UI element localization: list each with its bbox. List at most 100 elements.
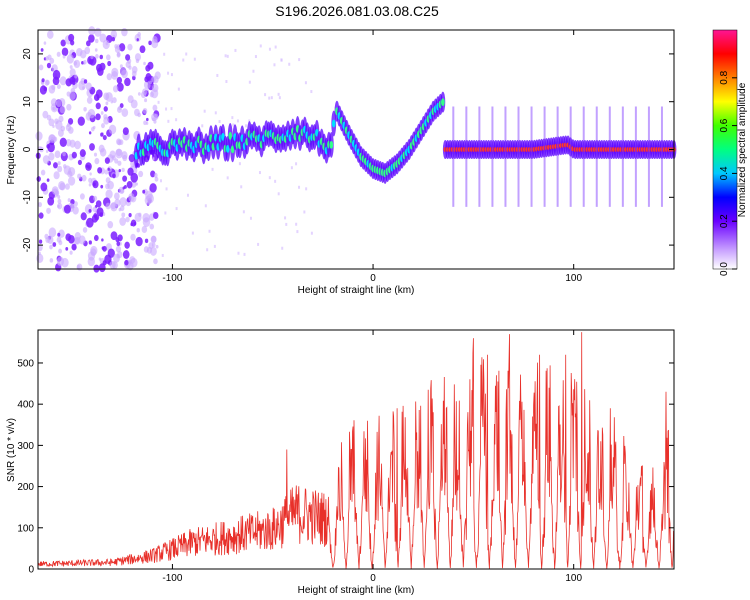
spectrogram-noise-point — [268, 47, 271, 51]
spectrogram-noise-point — [43, 86, 48, 92]
spectrogram-noise-point — [277, 192, 280, 196]
spectrogram-noise-point — [214, 111, 217, 115]
spectrogram-noise-point — [130, 172, 138, 183]
spectrogram-noise-point — [116, 76, 123, 84]
spectrogram-noise-point — [85, 82, 92, 91]
spectrogram-noise-point — [49, 57, 55, 64]
spectrogram-noise-point — [92, 180, 99, 189]
spectrogram-noise-point — [41, 78, 45, 83]
spectrogram-noise-point — [38, 239, 43, 244]
spectrogram-noise-point — [201, 124, 204, 128]
spectrogram-noise-point — [52, 242, 57, 247]
spectrogram-noise-point — [87, 108, 96, 119]
snr-marks — [37, 332, 675, 570]
spectrogram-noise-point — [66, 123, 70, 128]
spectrogram-noise-point — [62, 151, 66, 157]
spectrogram-noise-point — [40, 48, 44, 52]
spectrogram-noise-point — [154, 87, 157, 91]
spectrogram-noise-point — [105, 101, 109, 106]
spectrogram-noise-point — [122, 154, 128, 162]
spectrogram-noise-point — [40, 182, 48, 192]
spectrogram-noise-point — [43, 41, 47, 45]
spectrogram-noise-point — [167, 71, 170, 75]
spectrogram-noise-point — [118, 43, 126, 52]
snr-ytick-label: 0 — [28, 565, 34, 576]
spectrogram-noise-point — [94, 157, 100, 165]
spectrogram-noise-point — [99, 54, 103, 60]
colorbar-tick-label: 0.4 — [719, 166, 730, 180]
spectrogram-noise-point — [125, 61, 131, 69]
spectrogram-noise-point — [100, 184, 104, 189]
spectrogram-noise-point — [226, 54, 229, 58]
snr-series-line — [37, 332, 675, 570]
spectrogram-ytick-label: 20 — [22, 48, 33, 60]
spectrogram-noise-point — [88, 208, 92, 213]
spectrogram-noise-point — [164, 211, 167, 215]
spectrogram-noise-point — [57, 198, 62, 204]
snr-y-label: SNR (10 * v/v) — [6, 418, 17, 482]
spectrogram-noise-point — [88, 183, 92, 187]
spectrogram-noise-point — [278, 96, 281, 100]
snr-panel: -100 0 100 0 100 200 300 400 500 Height of stra… — [6, 329, 675, 596]
colorbar-ticks: 0.0 0.2 0.4 0.6 0.8 — [719, 70, 737, 276]
spectrogram-noise-point — [254, 55, 257, 59]
spectrogram-noise-point — [56, 99, 62, 108]
spectrogram-noise-point — [48, 227, 57, 238]
spectrogram-noise-point — [47, 235, 54, 244]
spectrogram-noise-point — [273, 63, 276, 67]
spectrogram-noise-point — [122, 250, 130, 259]
spectrogram-noise-point — [111, 37, 115, 42]
spectrogram-noise-point — [114, 158, 119, 164]
spectrogram-noise-point — [243, 252, 246, 256]
spectrogram-noise-point — [281, 246, 284, 250]
spectrogram-noise-point — [211, 167, 214, 171]
spectrogram-noise-point — [113, 253, 120, 263]
spectrogram-noise-point — [144, 76, 150, 83]
spectrogram-noise-point — [109, 260, 116, 269]
spectrogram-noise-point — [67, 198, 71, 203]
spectrogram-noise-point — [154, 176, 159, 182]
spectrogram-noise-point — [128, 213, 132, 218]
spectrogram-noise-point — [112, 173, 116, 179]
spectrogram-noise-point — [121, 212, 126, 218]
spectrogram-trace-core — [331, 119, 336, 128]
spectrogram-noise-point — [54, 150, 61, 159]
spectrogram-noise-point — [119, 217, 127, 226]
spectrogram-noise-point — [50, 98, 58, 107]
spectrogram-noise-point — [146, 117, 149, 122]
colorbar-tick-label: 0.8 — [719, 70, 730, 84]
spectrogram-noise-point — [65, 183, 70, 190]
spectrogram-noise-point — [98, 257, 102, 261]
spectrogram-noise-point — [175, 207, 178, 211]
spectrogram-noise-point — [151, 76, 156, 83]
spectrogram-noise-point — [103, 113, 108, 120]
spectrogram-noise-point — [66, 54, 74, 64]
spectrogram-noise-point — [107, 167, 110, 171]
spectrogram-noise-point — [144, 98, 148, 103]
spectrogram-noise-point — [310, 90, 313, 94]
spectrogram-noise-point — [79, 193, 85, 200]
spectrogram-noise-point — [103, 106, 108, 112]
spectrogram-noise-point — [49, 244, 53, 250]
spectrogram-noise-point — [296, 230, 299, 234]
spectrogram-noise-point — [56, 84, 61, 90]
spectrogram-noise-point — [304, 81, 307, 85]
spectrogram-noise-point — [59, 76, 67, 86]
spectrogram-noise-point — [270, 96, 273, 100]
spectrogram-noise-point — [121, 108, 129, 117]
spectrogram-noise-point — [191, 231, 194, 235]
spectrogram-noise-point — [69, 250, 73, 255]
spectrogram-noise-point — [51, 186, 59, 195]
spectrogram-noise-point — [133, 222, 137, 226]
spectrogram-noise-point — [107, 180, 114, 190]
spectrogram-noise-point — [280, 58, 283, 62]
spectrogram-noise-point — [124, 77, 131, 87]
spectrogram-xtick-label: 100 — [565, 273, 582, 284]
spectrogram-y-ticks: -20 -10 0 10 20 — [22, 48, 674, 252]
spectrogram-noise-point — [125, 216, 130, 223]
spectrogram-noise-point — [248, 80, 251, 84]
spectrogram-noise-point — [42, 155, 50, 164]
spectrogram-noise-point — [143, 80, 151, 90]
snr-ytick-label: 100 — [17, 523, 34, 534]
